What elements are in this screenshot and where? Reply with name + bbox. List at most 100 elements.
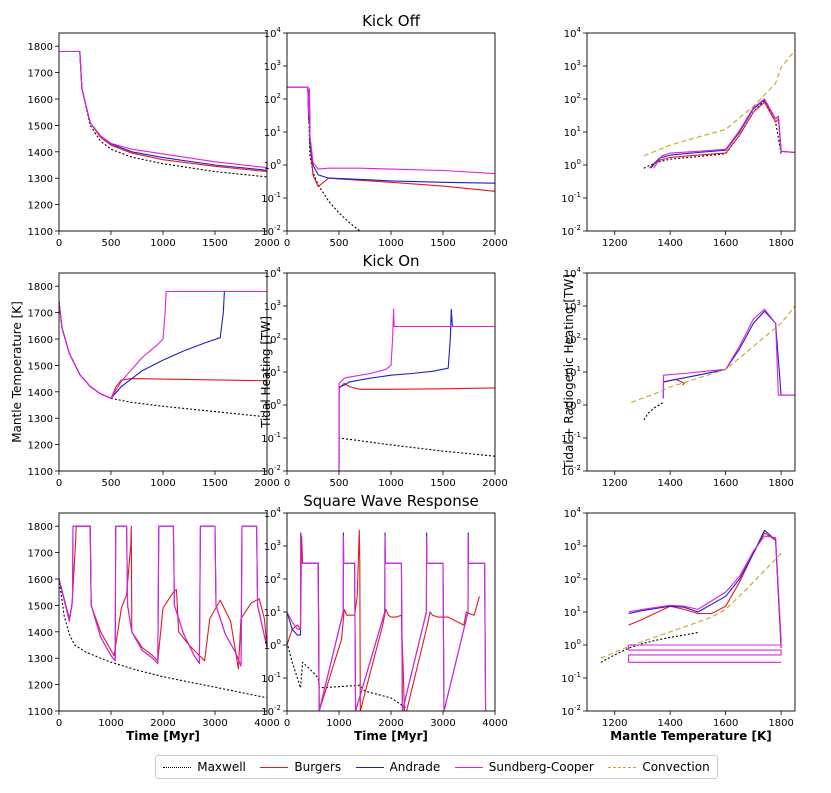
series-group-p2-2 [600, 529, 782, 663]
series-line-sundberg-cooper-p0-1 [287, 86, 495, 175]
y-tick-label: 1500 [28, 361, 53, 372]
y-tick-label: 1100 [28, 467, 53, 478]
series-line-burgers-p2-2 [628, 532, 782, 649]
series-line-maxwell-p2-0 [59, 578, 267, 699]
y-tick-label: 1200 [28, 201, 53, 212]
y-tick-label: 100 [264, 398, 281, 412]
x-tick-label: 1500 [430, 478, 455, 489]
panel-p2-2: 1200 1400 1600 1800 10-2 10-1 100 101 102 103 104 [561, 506, 796, 729]
x-tick-label: 0 [56, 718, 62, 729]
x-tick-label: 2000 [150, 718, 175, 729]
y-tick-label: 101 [564, 365, 581, 379]
y-tick-label: 1400 [28, 148, 53, 159]
x-tick-label: 4000 [482, 718, 507, 729]
series-line-maxwell-p0-1 [287, 86, 361, 231]
y-tick-label: 101 [564, 605, 581, 619]
x-tick-label: 2000 [254, 478, 279, 489]
y-tick-label: 104 [564, 26, 582, 40]
y-tick-label: 104 [264, 506, 282, 520]
y-tick-label: 1400 [28, 628, 53, 639]
legend-label-andrade: Andrade [389, 760, 441, 774]
x-tick-label: 1500 [202, 238, 227, 249]
series-line-maxwell-p0-2 [643, 99, 782, 169]
x-tick-label: 1400 [657, 238, 682, 249]
series-group-p2-1 [287, 529, 487, 711]
series-line-sundberg-cooper-p2-0 [59, 525, 267, 667]
y-tick-label: 104 [564, 266, 582, 280]
y-tick-label: 1600 [28, 335, 53, 346]
series-line-sundberg-cooper-p0-2 [653, 98, 795, 169]
x-tick-label: 500 [101, 478, 120, 489]
y-tick-label: 101 [264, 605, 281, 619]
y-tick-label: 1700 [28, 69, 53, 80]
y-tick-label: 1700 [28, 549, 53, 560]
x-axis-label-col-1: Time [Myr] [354, 729, 428, 743]
y-tick-label: 103 [264, 59, 281, 73]
x-tick-label: 1400 [657, 718, 682, 729]
y-tick-label: 102 [264, 572, 281, 586]
y-tick-label: 102 [564, 92, 581, 106]
y-tick-label: 10-1 [261, 191, 281, 205]
series-line-burgers-p0-2 [649, 101, 795, 169]
x-tick-label: 1200 [602, 238, 627, 249]
series-group-p1-2 [631, 305, 795, 421]
series-group-p2-0 [59, 525, 267, 699]
series-line-maxwell-p1-0 [59, 301, 267, 418]
y-axis-label-col-0: Mantle Temperature [K] [10, 301, 24, 443]
y-tick-label: 10-2 [561, 464, 581, 478]
series-line-convection-p1-2 [631, 305, 795, 403]
y-tick-label: 1400 [28, 388, 53, 399]
series-line-sundberg-cooper-p1-0 [59, 290, 267, 399]
row-title-0: Kick Off [362, 12, 421, 30]
x-axis-label-col-0: Time [Myr] [126, 729, 200, 743]
y-axis-label-col-2: Tidal + Radiogenic Heating [TW] [562, 274, 576, 471]
x-tick-label: 0 [284, 478, 290, 489]
y-tick-label: 100 [564, 158, 581, 172]
x-tick-label: 0 [284, 238, 290, 249]
x-tick-label: 1400 [657, 478, 682, 489]
y-tick-label: 10-1 [561, 671, 581, 685]
x-tick-label: 1600 [713, 238, 738, 249]
y-tick-label: 1100 [28, 227, 53, 238]
x-tick-label: 1200 [602, 718, 627, 729]
x-tick-label: 1500 [202, 478, 227, 489]
y-tick-label: 1300 [28, 414, 53, 425]
panel-p2-1: 0 1000 2000 3000 4000 10-2 10-1 100 101 102 103 104 [261, 506, 507, 729]
y-tick-label: 100 [264, 158, 281, 172]
y-tick-label: 104 [264, 266, 282, 280]
legend-swatch-convection [608, 766, 637, 768]
series-line-maxwell-p2-1 [287, 642, 407, 709]
y-tick-label: 1600 [28, 95, 53, 106]
series-line-andrade-p1-2 [662, 310, 795, 399]
series-line-burgers-p1-0 [59, 301, 267, 399]
series-group-p0-0 [59, 50, 267, 178]
y-tick-label: 103 [564, 299, 581, 313]
series-line-andrade-p2-1 [287, 532, 487, 711]
x-tick-label: 1800 [768, 238, 793, 249]
series-line-sundberg-cooper-p2-1 [287, 535, 487, 711]
panel-p0-1: 0 500 1000 1500 2000 10-2 10-1 100 101 102 103 104 [261, 26, 507, 249]
x-tick-label: 4000 [254, 718, 279, 729]
legend-item-sundberg-cooper: Sundberg-Cooper [454, 760, 594, 774]
axes-frame-p0-2 [586, 32, 796, 232]
y-tick-label: 1300 [28, 174, 53, 185]
series-line-sundberg-cooper-p2-2 [628, 535, 782, 663]
x-tick-label: 1600 [713, 718, 738, 729]
y-tick-label: 104 [264, 26, 282, 40]
legend-label-maxwell: Maxwell [197, 760, 246, 774]
y-tick-label: 101 [564, 125, 581, 139]
series-line-burgers-p1-1 [338, 382, 495, 471]
x-tick-label: 1800 [768, 478, 793, 489]
panel-p2-0: 0 1000 2000 3000 4000 1100 1200 1300 1400 1500 160… [28, 512, 280, 729]
row-title-2: Square Wave Response [303, 492, 479, 510]
axes-frame-p1-1 [286, 272, 496, 472]
y-tick-label: 10-1 [561, 191, 581, 205]
legend-swatch-burgers [260, 766, 289, 768]
axes-frame-p0-0 [58, 32, 268, 232]
y-tick-label: 103 [264, 539, 281, 553]
y-tick-label: 1200 [28, 681, 53, 692]
series-line-maxwell-p1-2 [643, 401, 664, 421]
legend-label-burgers: Burgers [294, 760, 342, 774]
y-tick-label: 10-2 [561, 704, 581, 718]
legend-label-convection: Convection [642, 760, 710, 774]
